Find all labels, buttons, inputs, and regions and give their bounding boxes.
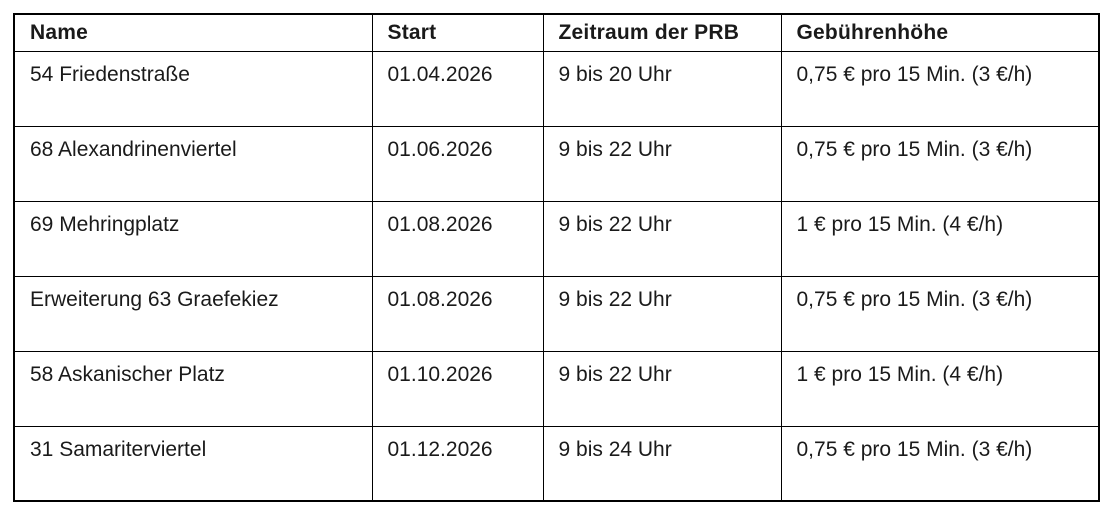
- cell-fee: 0,75 € pro 15 Min. (3 €/h): [780, 50, 1100, 127]
- parking-fee-table: Name Start Zeitraum der PRB Gebührenhöhe 54…: [13, 13, 1100, 502]
- table-row: 58 Askanischer Platz 01.10.2026 9 bis 22 U…: [13, 350, 1100, 427]
- table-row: Erweiterung 63 Graefekiez 01.08.2026 9 bis…: [13, 275, 1100, 352]
- cell-start: 01.08.2026: [371, 200, 544, 277]
- cell-name: 54 Friedenstraße: [13, 50, 373, 127]
- cell-fee: 0,75 € pro 15 Min. (3 €/h): [780, 275, 1100, 352]
- cell-period: 9 bis 20 Uhr: [542, 50, 782, 127]
- column-header-period: Zeitraum der PRB: [542, 13, 782, 52]
- cell-period: 9 bis 24 Uhr: [542, 425, 782, 502]
- cell-start: 01.10.2026: [371, 350, 544, 427]
- table-row: 31 Samariterviertel 01.12.2026 9 bis 24 Uh…: [13, 425, 1100, 502]
- cell-period: 9 bis 22 Uhr: [542, 200, 782, 277]
- cell-name: 68 Alexandrinenviertel: [13, 125, 373, 202]
- cell-name: 58 Askanischer Platz: [13, 350, 373, 427]
- table-header-row: Name Start Zeitraum der PRB Gebührenhöhe: [13, 13, 1100, 52]
- column-header-name: Name: [13, 13, 373, 52]
- cell-start: 01.06.2026: [371, 125, 544, 202]
- cell-fee: 0,75 € pro 15 Min. (3 €/h): [780, 425, 1100, 502]
- cell-name: 69 Mehringplatz: [13, 200, 373, 277]
- cell-period: 9 bis 22 Uhr: [542, 125, 782, 202]
- column-header-start: Start: [371, 13, 544, 52]
- cell-start: 01.04.2026: [371, 50, 544, 127]
- cell-period: 9 bis 22 Uhr: [542, 275, 782, 352]
- cell-name: Erweiterung 63 Graefekiez: [13, 275, 373, 352]
- column-header-fee: Gebührenhöhe: [780, 13, 1100, 52]
- cell-fee: 1 € pro 15 Min. (4 €/h): [780, 350, 1100, 427]
- cell-fee: 0,75 € pro 15 Min. (3 €/h): [780, 125, 1100, 202]
- cell-start: 01.12.2026: [371, 425, 544, 502]
- table-row: 68 Alexandrinenviertel 01.06.2026 9 bis 22…: [13, 125, 1100, 202]
- table-row: 69 Mehringplatz 01.08.2026 9 bis 22 Uhr 1 €…: [13, 200, 1100, 277]
- table-row: Name Start Zeitraum der PRB Gebührenhöhe: [13, 13, 1100, 52]
- table-body: 54 Friedenstraße 01.04.2026 9 bis 20 Uhr 0,…: [13, 50, 1100, 502]
- table-row: 54 Friedenstraße 01.04.2026 9 bis 20 Uhr 0,…: [13, 50, 1100, 127]
- cell-period: 9 bis 22 Uhr: [542, 350, 782, 427]
- cell-fee: 1 € pro 15 Min. (4 €/h): [780, 200, 1100, 277]
- cell-name: 31 Samariterviertel: [13, 425, 373, 502]
- cell-start: 01.08.2026: [371, 275, 544, 352]
